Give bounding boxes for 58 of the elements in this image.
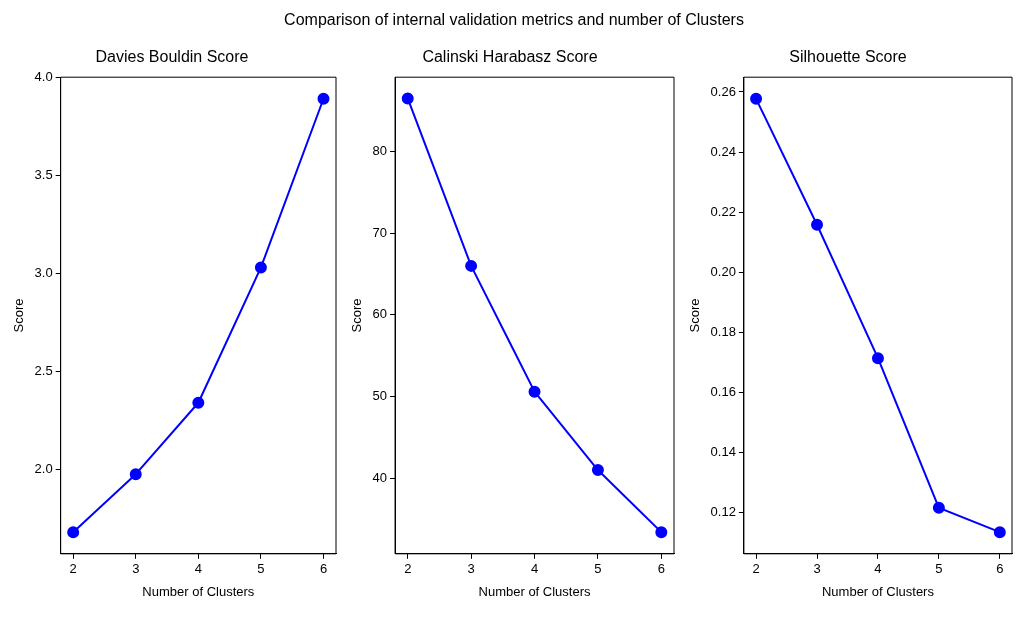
x-tick-label: 3 [132,561,140,577]
point [401,92,414,105]
x-axis-title: Number of Clusters [821,583,935,599]
y-axis-title: Score [349,298,365,333]
y-tick-label: 2.5 [34,362,53,378]
chart-title: Davies Bouldin Score [95,48,249,66]
x-tick-label: 6 [657,561,665,577]
point [655,526,668,539]
y-tick-label: 0.24 [710,143,736,159]
y-tick-label: 4.0 [34,68,53,84]
point [254,261,267,274]
y-tick-label: 60 [372,306,388,322]
x-axis-title: Number of Clusters [142,583,255,599]
y-axis-title: Score [11,298,27,333]
x-axis-title: Number of Clusters [478,583,592,599]
y-axis-title: Score [687,298,703,333]
x-tick-label: 4 [194,561,202,577]
point [129,468,142,481]
chart-title: Silhouette Score [789,48,907,66]
y-tick-label: 0.16 [710,384,736,400]
x-tick-label: 5 [257,561,265,577]
y-tick-label: 0.22 [710,203,736,219]
y-tick-label: 2.0 [34,461,53,477]
point [67,526,80,539]
point [871,352,884,365]
x-tick-label: 3 [813,561,821,577]
x-tick-label: 2 [69,561,77,577]
point [317,92,330,105]
text: Comparison of internal validation metrics and number of Clusters [283,10,745,30]
point [811,218,824,231]
y-tick-label: 40 [372,469,388,485]
y-tick-label: 0.14 [710,444,736,460]
x-tick-label: 5 [935,561,943,577]
y-tick-label: 0.26 [710,83,736,99]
x-tick-label: 3 [467,561,475,577]
chart-title: Calinski Harabasz Score [422,48,598,66]
point [932,501,945,514]
point [993,526,1006,539]
x-tick-label: 4 [530,561,539,577]
y-tick-label: 0.18 [710,323,736,339]
y-tick-label: 70 [372,224,388,240]
point [465,259,478,272]
y-tick-label: 50 [372,388,388,404]
point [750,92,763,105]
y-tick-label: 80 [372,143,388,159]
y-tick-label: 3.5 [34,166,53,182]
x-tick-label: 6 [996,561,1004,577]
y-tick-label: 0.12 [710,504,736,520]
point [591,464,604,477]
x-tick-label: 5 [594,561,602,577]
x-tick-label: 6 [319,561,328,577]
y-tick-label: 0.20 [710,263,736,279]
y-tick-label: 3.0 [34,264,53,280]
point [528,385,541,398]
x-tick-label: 4 [874,561,882,577]
x-tick-label: 2 [752,561,760,577]
x-tick-label: 2 [404,561,412,577]
point [192,396,205,409]
